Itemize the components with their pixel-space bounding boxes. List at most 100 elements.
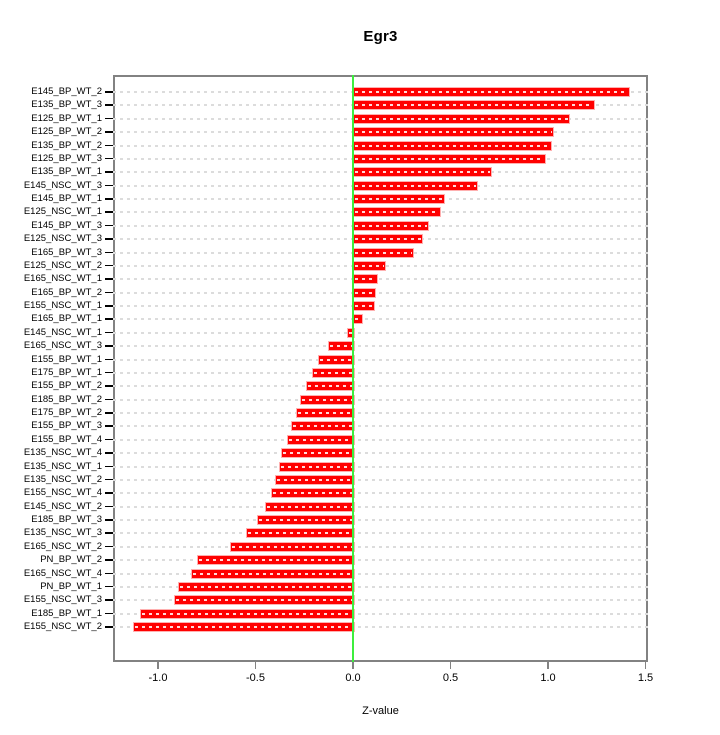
bar-dash-pattern (247, 532, 353, 535)
gridline (113, 545, 648, 548)
y-axis-tick (105, 398, 113, 401)
gridline (113, 291, 648, 294)
bar-dash-pattern (280, 465, 353, 468)
y-axis-label: E135_NSC_WT_2 (23, 473, 102, 485)
bar-dash-pattern (292, 425, 353, 428)
bar-E125_BP_WT_2 (353, 127, 554, 138)
bar-dash-pattern (355, 264, 385, 267)
y-axis-label: E175_BP_WT_1 (31, 366, 102, 378)
bar-PN_BP_WT_2 (197, 555, 355, 566)
y-axis-tick (105, 478, 113, 481)
bar-E135_NSC_WT_1 (278, 461, 355, 472)
bar-E135_BP_WT_3 (353, 100, 595, 111)
bar-E125_NSC_WT_3 (353, 234, 424, 245)
bar-dash-pattern (175, 599, 353, 602)
bar-E135_NSC_WT_3 (245, 528, 355, 539)
gridline (113, 345, 648, 348)
bar-E165_BP_WT_1 (353, 314, 363, 325)
gridline (113, 505, 648, 508)
y-axis-label: E145_BP_WT_2 (31, 86, 102, 97)
y-axis-tick (105, 184, 113, 187)
zero-reference-line (352, 75, 354, 662)
y-axis-tick (105, 318, 113, 320)
y-axis-tick (105, 171, 113, 173)
gridline (113, 278, 648, 281)
bar-E155_NSC_WT_2 (132, 622, 355, 632)
y-axis-label: E155_NSC_WT_4 (23, 487, 102, 499)
bar-dash-pattern (355, 305, 373, 307)
y-axis-tick (105, 238, 113, 240)
bar-E135_NSC_WT_2 (275, 474, 355, 485)
bar-dash-pattern (199, 559, 353, 562)
y-axis-tick (105, 545, 113, 548)
y-axis-label: PN_BP_WT_1 (40, 580, 102, 592)
x-axis-tick-label: 0.5 (442, 672, 459, 684)
y-axis-tick (105, 519, 113, 521)
y-axis-tick (105, 117, 113, 120)
bar-E145_BP_WT_2 (353, 87, 630, 97)
y-axis-tick (105, 157, 113, 160)
bar-dash-pattern (134, 626, 353, 628)
gridline (113, 465, 648, 468)
bar-E135_BP_WT_2 (353, 140, 552, 151)
bar-dash-pattern (288, 438, 353, 441)
gridline (113, 305, 648, 307)
bar-dash-pattern (308, 385, 353, 388)
y-axis-tick (105, 572, 113, 574)
y-axis-label: E145_NSC_WT_1 (23, 326, 102, 338)
bar-E155_BP_WT_1 (317, 354, 355, 365)
y-axis-tick (105, 626, 113, 628)
bar-E145_NSC_WT_3 (353, 180, 478, 191)
bar-dash-pattern (355, 278, 377, 281)
gridline (113, 478, 648, 481)
bar-dash-pattern (319, 358, 353, 361)
gridline (113, 318, 648, 321)
bar-E155_NSC_WT_4 (271, 488, 355, 499)
chart-title: Egr3 (363, 28, 398, 45)
gridline (113, 572, 648, 575)
gridline (113, 612, 648, 615)
y-axis-tick (105, 599, 113, 601)
y-axis-label: E145_BP_WT_3 (31, 219, 102, 231)
y-axis-label: E185_BP_WT_2 (31, 393, 102, 405)
y-axis-tick (105, 331, 113, 334)
y-axis-label: E135_BP_WT_2 (31, 139, 102, 151)
bar-E165_BP_WT_3 (353, 247, 414, 258)
bar-E145_BP_WT_1 (353, 194, 445, 204)
y-axis-tick (105, 198, 113, 200)
x-axis-tick (254, 662, 257, 669)
bar-PN_BP_WT_1 (177, 581, 355, 592)
bar-E155_BP_WT_4 (286, 434, 355, 445)
bar-dash-pattern (282, 452, 353, 455)
y-axis-label: E165_NSC_WT_3 (23, 340, 102, 352)
x-axis-tick (449, 662, 452, 669)
bar-E125_BP_WT_3 (353, 153, 547, 164)
bar-dash-pattern (273, 492, 353, 495)
y-axis-tick (105, 492, 113, 494)
y-axis-tick (105, 412, 113, 414)
y-axis-tick (105, 385, 113, 387)
gridline (113, 438, 648, 441)
y-axis-tick (105, 224, 113, 227)
y-axis-label: E125_BP_WT_3 (31, 152, 102, 164)
y-axis-label: E155_NSC_WT_1 (23, 300, 102, 311)
gridline (113, 626, 648, 628)
bar-E135_BP_WT_1 (353, 167, 492, 178)
y-axis-tick (105, 452, 113, 454)
bar-dash-pattern (329, 345, 353, 348)
bar-dash-pattern (267, 505, 353, 508)
y-axis-tick (105, 291, 113, 294)
y-axis-label: E145_NSC_WT_2 (23, 500, 102, 512)
y-axis-label: E135_NSC_WT_4 (23, 447, 102, 459)
y-axis-label: E125_BP_WT_2 (31, 126, 102, 138)
bar-dash-pattern (355, 251, 412, 254)
y-axis-tick (105, 104, 113, 106)
y-axis-tick (105, 345, 113, 347)
bar-E135_NSC_WT_4 (280, 448, 355, 459)
bar-E155_BP_WT_3 (290, 421, 355, 432)
gridline (113, 385, 648, 388)
x-axis-tick (644, 662, 647, 669)
bar-E165_NSC_WT_3 (327, 341, 355, 352)
gridline (113, 519, 648, 521)
